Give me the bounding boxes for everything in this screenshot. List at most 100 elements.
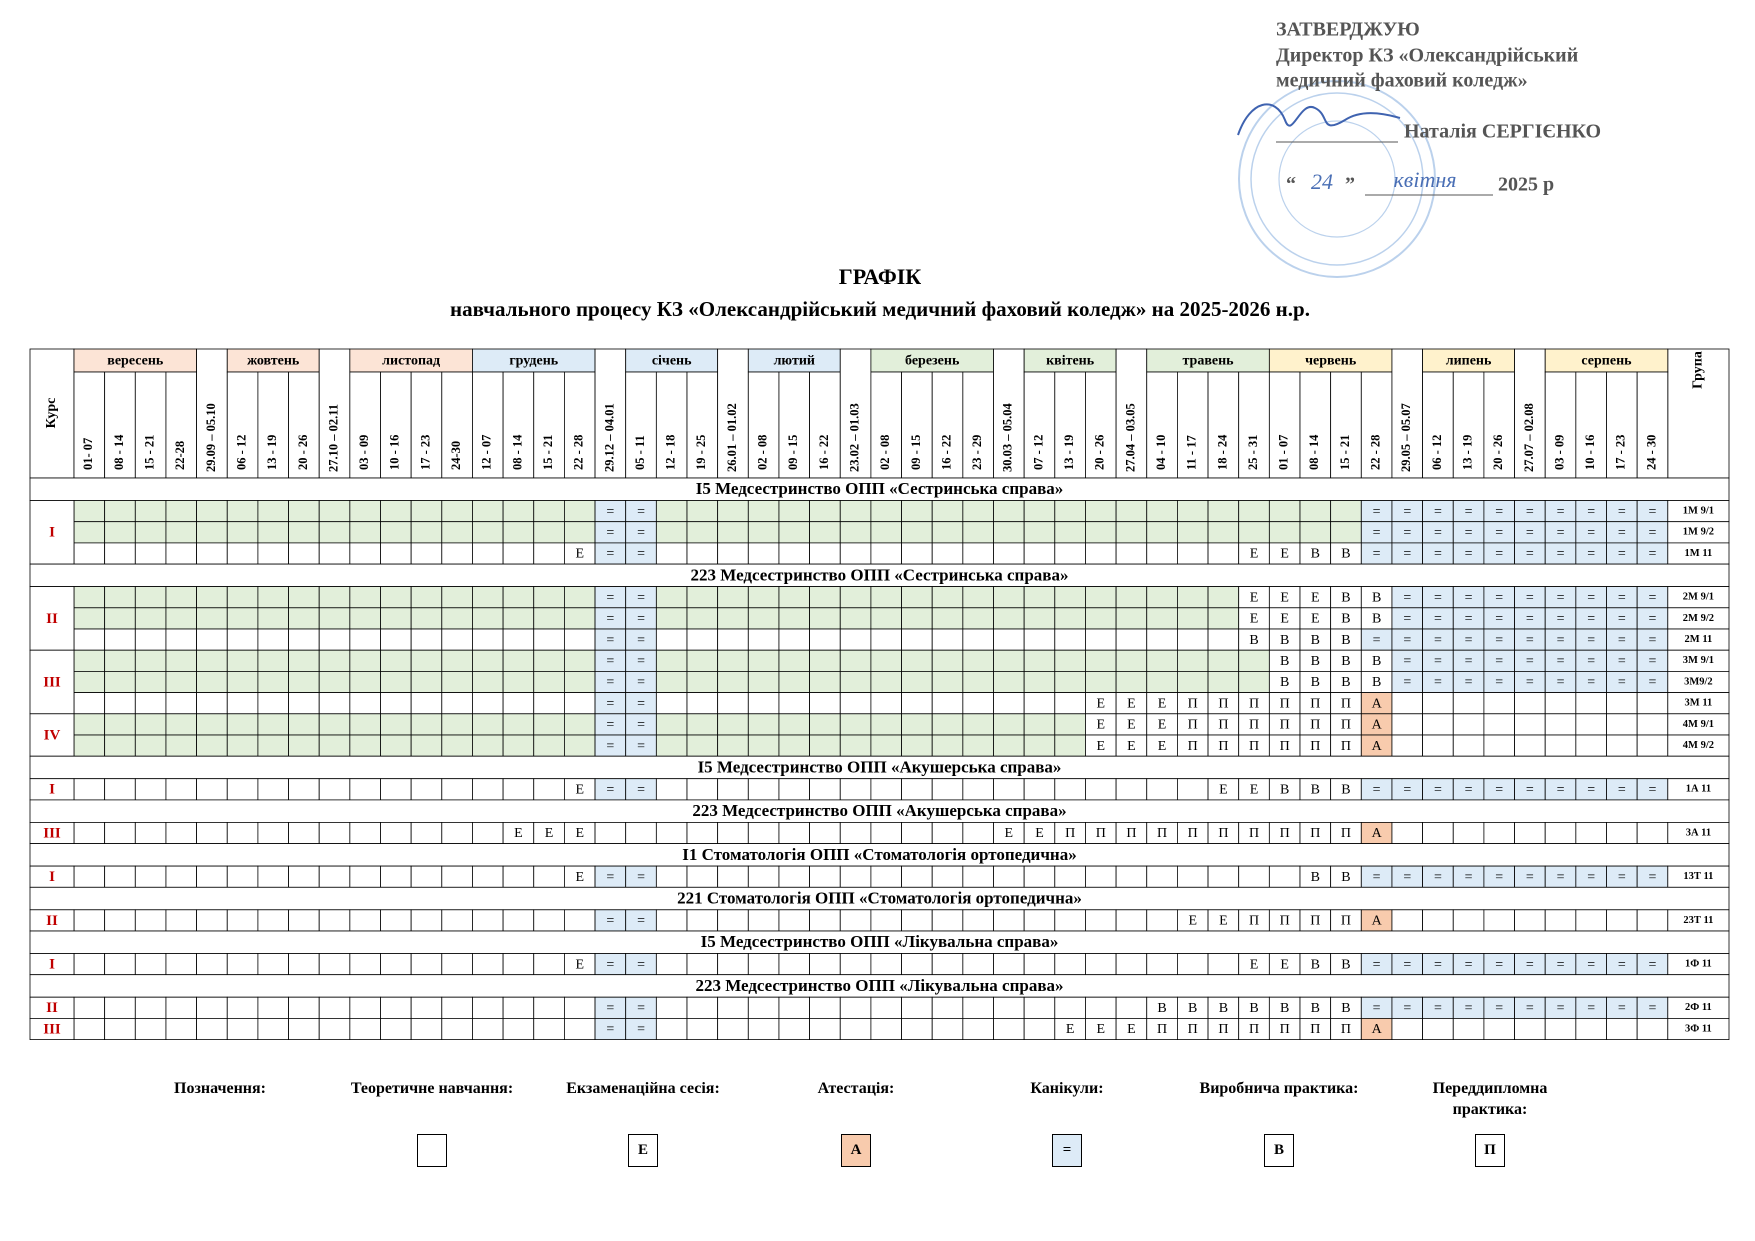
cell [870, 953, 902, 976]
cell-code: В [1280, 633, 1289, 648]
cell-code: = [637, 526, 645, 541]
course-cell [29, 500, 75, 565]
cell-code: Е [1158, 739, 1167, 754]
cell [564, 607, 596, 630]
cell [318, 692, 351, 715]
cell-code: Е [575, 547, 584, 562]
course-cell [29, 1018, 75, 1041]
cell [778, 586, 811, 609]
cell-code: = [1557, 783, 1565, 798]
cell-code: = [637, 870, 645, 885]
week-cell [472, 371, 504, 479]
cell [1115, 542, 1148, 565]
cell [502, 778, 535, 801]
cell [441, 586, 473, 609]
cell-code: = [1526, 1001, 1534, 1016]
cell [288, 713, 320, 736]
cell [1299, 500, 1332, 523]
cell [686, 542, 719, 565]
cell [809, 822, 841, 845]
week-label: 07 - 12 [1031, 435, 1045, 470]
cell-code: Е [1280, 612, 1289, 627]
cell [931, 500, 964, 523]
cell-code: А [1372, 914, 1383, 929]
cell [533, 734, 565, 757]
cell [533, 692, 565, 715]
month-label: січень [652, 354, 692, 369]
cell-code: = [606, 1001, 614, 1016]
cell [318, 865, 351, 888]
cell [134, 521, 167, 544]
cell-code: = [1526, 654, 1534, 669]
cell [1422, 909, 1454, 932]
approval-name: Наталія СЕРГІЄНКО [1404, 121, 1601, 143]
cell [1483, 1018, 1515, 1041]
cell [1544, 909, 1577, 932]
cell [1115, 953, 1148, 976]
cell [655, 671, 688, 694]
cell [625, 822, 657, 845]
cell-code: = [1526, 633, 1534, 648]
cell [870, 628, 902, 651]
cell-code: П [1249, 1022, 1259, 1037]
cell-code: = [1526, 675, 1534, 690]
cell [839, 778, 872, 801]
cell [931, 865, 964, 888]
week-label: 16 - 22 [817, 435, 831, 470]
cell-code: = [606, 914, 614, 929]
cell [226, 778, 259, 801]
cell-code: = [637, 783, 645, 798]
cell [1146, 607, 1178, 630]
week-label: 17 - 23 [1614, 435, 1628, 470]
cell [441, 649, 473, 672]
cell [533, 586, 565, 609]
cell-code: П [1218, 1022, 1228, 1037]
cell-code: = [637, 1022, 645, 1037]
cell [472, 822, 504, 845]
cell [165, 1018, 197, 1041]
cell [747, 586, 780, 609]
cell [472, 865, 504, 888]
cell [747, 649, 780, 672]
cell [73, 521, 106, 544]
cell [134, 953, 167, 976]
cell [655, 1018, 688, 1041]
approval-month: квітня [1394, 167, 1457, 192]
cell [778, 996, 811, 1019]
cell-code: = [1649, 783, 1657, 798]
week-cell [288, 371, 320, 479]
cell [1023, 996, 1056, 1019]
cell-code: = [1526, 957, 1534, 972]
cell [564, 909, 596, 932]
cell [441, 521, 473, 544]
cell [196, 692, 228, 715]
cell [165, 649, 197, 672]
cell [73, 692, 106, 715]
cell [1606, 909, 1638, 932]
cell-code: = [1495, 547, 1503, 562]
cell-code: = [1557, 504, 1565, 519]
month-label: жовтень [247, 354, 300, 369]
cell [73, 1018, 106, 1041]
cell-code: В [1372, 590, 1381, 605]
week-label: 13 - 19 [1460, 435, 1474, 470]
cell [901, 822, 933, 845]
cell [870, 909, 902, 932]
month-label: лютий [774, 354, 815, 369]
month-label: березень [905, 354, 960, 369]
cell [349, 649, 381, 672]
cell [931, 542, 964, 565]
cell-code: = [1495, 526, 1503, 541]
cell [472, 521, 504, 544]
cell [1023, 713, 1056, 736]
section-heading: 221 Стоматологія ОПП «Стоматологія ортоп… [677, 888, 1082, 907]
cell [410, 628, 443, 651]
cell [717, 778, 749, 801]
cell [1452, 734, 1485, 757]
cell [226, 865, 259, 888]
cell-code: = [1495, 633, 1503, 648]
week-label: 03 - 09 [357, 435, 371, 470]
cell [380, 734, 412, 757]
cell-code: П [1310, 696, 1320, 711]
cell [778, 953, 811, 976]
